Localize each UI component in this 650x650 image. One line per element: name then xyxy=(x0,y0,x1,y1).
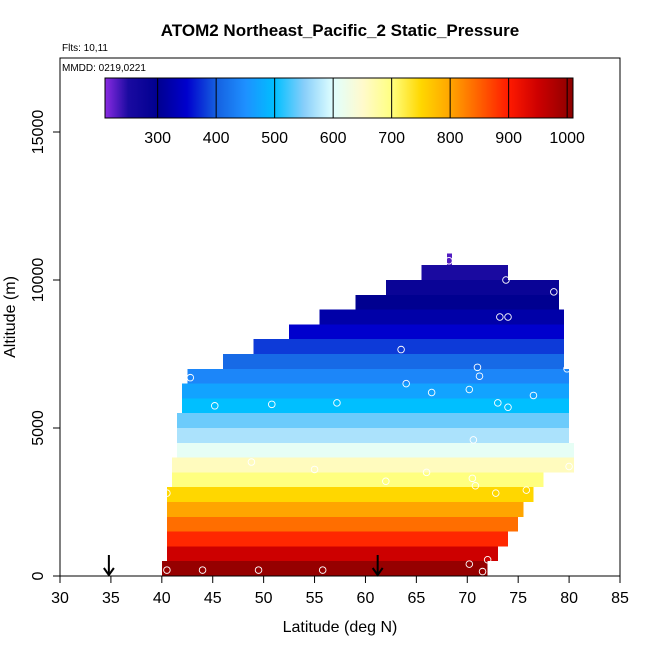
obs-point xyxy=(522,486,531,494)
colorbar-tick-label: 1000 xyxy=(549,130,585,147)
x-tick-label: 85 xyxy=(611,590,629,607)
pressure-layer-21 xyxy=(446,253,452,266)
pressure-layer-3 xyxy=(166,516,519,532)
y-tick-label: 0 xyxy=(30,571,47,580)
x-tick-label: 65 xyxy=(407,590,425,607)
obs-point xyxy=(468,474,477,483)
obs-point xyxy=(478,567,487,576)
observation-points xyxy=(163,257,573,576)
pressure-layer-1 xyxy=(166,546,498,562)
obs-point xyxy=(318,566,327,574)
pressure-layer-0 xyxy=(161,561,488,576)
obs-point xyxy=(504,313,512,321)
obs-point xyxy=(402,379,410,388)
pressure-layer-16 xyxy=(289,324,564,340)
pressure-layer-4 xyxy=(166,502,524,517)
colorbar-tick-label: 700 xyxy=(378,130,405,147)
obs-point xyxy=(502,276,510,284)
colorbar-tick-label: 800 xyxy=(437,130,464,147)
pressure-layer-15 xyxy=(253,339,565,354)
obs-point xyxy=(247,458,256,466)
obs-point xyxy=(504,403,512,412)
pressure-layer-7 xyxy=(172,457,575,473)
obs-point xyxy=(163,566,171,574)
x-tick-label: 80 xyxy=(560,590,578,607)
obs-point xyxy=(397,345,405,354)
pressure-layer-2 xyxy=(166,531,508,547)
obs-point xyxy=(483,555,492,564)
colorbar-tick-label: 600 xyxy=(320,130,347,147)
x-tick-label: 30 xyxy=(51,590,69,607)
obs-point xyxy=(565,462,573,471)
colorbar-ticks: 300 400 500 600 700 800 900 1000 xyxy=(144,78,585,147)
pressure-layer-14 xyxy=(222,354,564,369)
flight-marker-arrowhead xyxy=(371,567,384,577)
obs-point xyxy=(333,399,341,407)
y-axis-label: Altitude (m) xyxy=(2,276,19,358)
obs-point xyxy=(563,365,571,373)
obs-point xyxy=(198,566,207,574)
obs-point xyxy=(268,400,276,409)
obs-point xyxy=(492,489,500,497)
pressure-layer-19 xyxy=(385,280,559,295)
colorbar-tick-label: 500 xyxy=(261,130,288,147)
obs-point xyxy=(473,363,482,372)
obs-point xyxy=(310,465,319,474)
obs-point xyxy=(529,391,538,400)
obs-point xyxy=(550,288,558,296)
flights-note: Flts: 10,11 xyxy=(62,43,108,54)
obs-point xyxy=(445,257,453,265)
y-tick-label: 5000 xyxy=(30,410,47,446)
obs-point xyxy=(475,372,484,380)
obs-point xyxy=(211,402,219,410)
obs-point xyxy=(496,313,504,321)
obs-point xyxy=(494,399,502,407)
colorbar-tick-label: 300 xyxy=(144,130,171,147)
y-axis-ticks: 0 5000 10000 15000 xyxy=(30,110,60,580)
data-layers xyxy=(161,253,575,576)
x-tick-label: 35 xyxy=(102,590,120,607)
obs-point xyxy=(254,566,263,574)
pressure-layer-9 xyxy=(177,428,570,443)
obs-point xyxy=(471,481,480,490)
y-tick-label: 15000 xyxy=(30,110,47,155)
x-axis-ticks: 30 35 40 45 50 55 60 65 70 75 80 85 xyxy=(51,576,629,607)
obs-point xyxy=(427,388,436,397)
obs-point xyxy=(422,468,431,477)
chart-title: ATOM2 Northeast_Pacific_2 Static_Pressur… xyxy=(161,21,519,40)
colorbar-tick-label: 400 xyxy=(203,130,230,147)
x-tick-label: 75 xyxy=(509,590,527,607)
plot-frame xyxy=(59,57,621,577)
x-tick-label: 45 xyxy=(204,590,222,607)
x-axis-label: Latitude (deg N) xyxy=(283,619,398,636)
pressure-layer-11 xyxy=(182,398,570,414)
x-tick-label: 50 xyxy=(255,590,273,607)
pressure-layer-5 xyxy=(166,487,534,502)
colorbar-tick-label: 900 xyxy=(495,130,522,147)
pressure-layer-10 xyxy=(177,413,570,428)
obs-point xyxy=(465,385,474,394)
x-tick-label: 40 xyxy=(153,590,171,607)
pressure-layer-20 xyxy=(421,265,508,280)
x-tick-label: 60 xyxy=(357,590,375,607)
y-tick-label: 10000 xyxy=(30,258,47,303)
dates-note: MMDD: 0219,0221 xyxy=(62,63,146,74)
pressure-layer-17 xyxy=(319,309,564,325)
pressure-layer-13 xyxy=(187,368,570,384)
flight-markers xyxy=(103,555,384,577)
flight-marker-arrowhead xyxy=(103,567,115,577)
pressure-layer-8 xyxy=(177,442,575,458)
colorbar xyxy=(104,77,574,119)
obs-point xyxy=(465,560,474,568)
pressure-layer-18 xyxy=(355,294,559,310)
x-tick-label: 70 xyxy=(458,590,476,607)
obs-point xyxy=(382,477,390,486)
pressure-layer-12 xyxy=(182,383,570,399)
x-tick-label: 55 xyxy=(306,590,324,607)
pressure-layer-6 xyxy=(172,472,544,488)
obs-point xyxy=(469,436,478,444)
obs-point xyxy=(186,373,195,382)
obs-point xyxy=(163,489,171,497)
